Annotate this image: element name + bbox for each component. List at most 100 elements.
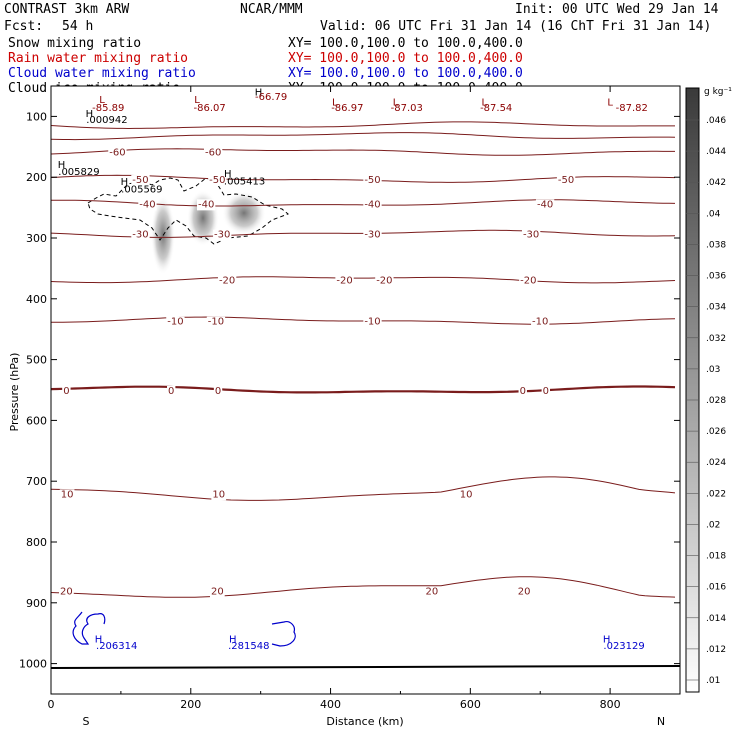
y-tick-label: 100: [26, 110, 47, 123]
x-tick-label: 600: [460, 698, 481, 711]
extremum-label: H: [224, 169, 232, 180]
contour-label-halo: [62, 386, 71, 397]
contour-line: [50, 132, 676, 141]
extremum-label: -87.82: [616, 103, 648, 114]
y-tick-label: 200: [26, 171, 47, 184]
contour-label-halo: [217, 275, 237, 287]
contour-label-halo: [166, 316, 185, 328]
contour-label: -40: [537, 199, 553, 210]
colorbar-tick-label: .032: [706, 334, 726, 344]
colorbar-tick-label: .012: [706, 645, 726, 655]
contour-label-halo: [209, 586, 225, 598]
contour-label: 0: [63, 386, 69, 397]
contour-label-halo: [196, 199, 216, 211]
y-tick-label: 800: [26, 536, 47, 549]
colorbar-tick-label: .044: [706, 147, 726, 157]
colorbar: g kg⁻¹ .046.044.042.04.038.036.034.032.0…: [685, 87, 732, 693]
colorbar-unit: g kg⁻¹: [704, 87, 732, 97]
contour-label: -10: [167, 317, 183, 328]
plot-area: -60 -60 -50 -50 -50 -50 -40 -40 -40 -40 -30 -30 -30 -…: [50, 85, 681, 695]
contour-label-halo: [213, 386, 223, 397]
model-title: CONTRAST 3km ARW: [4, 2, 129, 17]
extremum-label: H: [603, 634, 611, 645]
field-xy-rain: XY= 100.0,100.0 to 100.0,400.0: [288, 51, 523, 66]
colorbar-tick-label: .018: [706, 552, 726, 562]
contour-label: -50: [132, 175, 148, 186]
contour-label-halo: [335, 275, 354, 287]
contour-label: 20: [60, 587, 73, 598]
contour-label: 0: [168, 386, 174, 397]
contour-label: -50: [209, 175, 225, 186]
extremum-label: L: [194, 95, 200, 106]
colorbar-ticks: .046 .044 .042 .04 .038 .036 .034 .032 .03 .028 .0…: [686, 116, 726, 686]
contour-label-halo: [59, 586, 74, 598]
contour-label-halo: [213, 229, 232, 241]
extremum-label: H: [86, 109, 94, 120]
contour-label-halo: [203, 147, 223, 159]
colorbar-tick-label: .042: [706, 178, 726, 188]
contour-label-halo: [541, 386, 551, 397]
x-end-label-south: S: [83, 715, 90, 728]
contour-label: 10: [61, 489, 74, 500]
contour-label: -20: [219, 275, 235, 286]
y-tick-label: 500: [26, 354, 47, 367]
x-axis-label: Distance (km): [326, 715, 403, 728]
contour-label: -10: [532, 317, 548, 328]
colorbar-tick-label: .014: [706, 614, 726, 624]
contour-label: -30: [364, 230, 380, 241]
extremum-label: .005413: [224, 176, 265, 187]
contour-line: [50, 385, 676, 394]
colorbar-tick-label: .022: [706, 489, 726, 499]
contour-line: [50, 576, 676, 598]
cloud-water-outlines: [72, 611, 296, 647]
contour-label-halo: [363, 316, 382, 328]
contour-label: -40: [139, 199, 155, 210]
contour-label-halo: [138, 199, 157, 211]
extremum-label: L: [482, 97, 488, 108]
colorbar-tick-label: .028: [706, 396, 726, 406]
plot-frame: [50, 85, 681, 695]
contour-label-halo: [458, 489, 474, 501]
field-name-snow: Snow mixing ratio: [8, 36, 141, 51]
fcst-label: Fcst:: [4, 19, 43, 34]
field-xy-snow: XY= 100.0,100.0 to 100.0,400.0: [288, 36, 523, 51]
colorbar-tick-label: .026: [706, 427, 726, 437]
x-tick-label: 200: [180, 698, 201, 711]
y-axis-label: Pressure (hPa): [8, 353, 21, 432]
contour-label: -30: [523, 230, 539, 241]
x-end-label-north: N: [657, 715, 665, 728]
contour-label-halo: [363, 175, 382, 187]
header: CONTRAST 3km ARW NCAR/MMM Init: 00 UTC W…: [4, 2, 719, 34]
init-time: Init: 00 UTC Wed 29 Jan 14: [515, 2, 719, 17]
contour-label: -30: [132, 230, 148, 241]
extremum-label: .005569: [121, 184, 162, 195]
contour-label: 20: [426, 587, 439, 598]
y-tick-label: 1000: [19, 658, 47, 671]
extremum-label: H: [255, 88, 263, 99]
colorbar-gradient: [685, 87, 700, 693]
extremum-label: -87.54: [480, 103, 512, 114]
valid-time: Valid: 06 UTC Fri 31 Jan 14 (16 ChT Fri …: [320, 19, 711, 34]
contour-label: 20: [211, 587, 224, 598]
extremum-label: L: [99, 95, 105, 106]
contour-line: [50, 148, 675, 156]
extremum-label: L: [393, 97, 399, 108]
extremum-label: H: [58, 160, 66, 171]
contour-label: -60: [109, 148, 125, 159]
contour-label-halo: [516, 586, 532, 598]
extremum-label: L: [332, 97, 338, 108]
x-tick-label: 0: [48, 698, 55, 711]
extremum-label: .005829: [58, 167, 99, 178]
terrain-line: [50, 665, 681, 669]
contour-label: -20: [520, 275, 536, 286]
contour-label-halo: [59, 489, 75, 501]
colorbar-tick-label: .02: [706, 520, 720, 530]
extremum-label: -66.79: [255, 92, 287, 103]
extremum-label: .281548: [228, 641, 269, 652]
contour-label-halo: [108, 147, 127, 159]
y-tick-label: 900: [26, 597, 47, 610]
ice-blob-3: [222, 191, 266, 235]
x-tick-label: 400: [320, 698, 341, 711]
snow-outline: [87, 177, 289, 245]
